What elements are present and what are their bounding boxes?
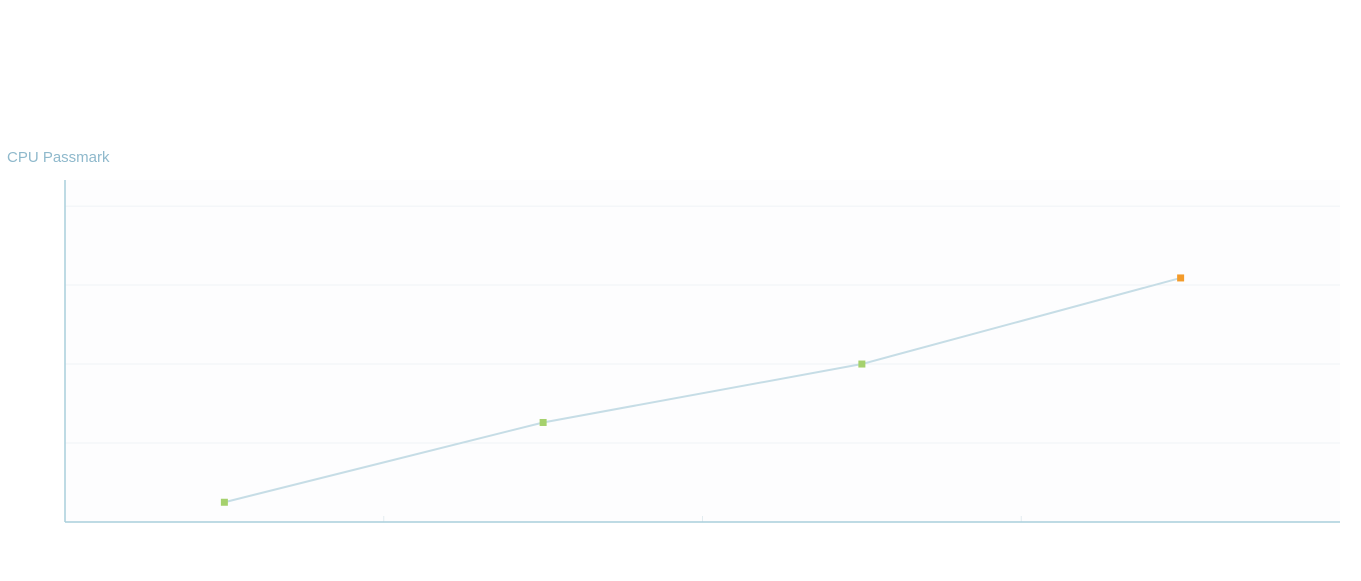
point (858, 360, 866, 368)
plot-background (65, 180, 1340, 522)
y-axis-label: CPU Passmark (7, 149, 110, 166)
point (220, 498, 228, 506)
point (1177, 274, 1185, 282)
line (224, 276, 1181, 504)
point (539, 418, 547, 426)
